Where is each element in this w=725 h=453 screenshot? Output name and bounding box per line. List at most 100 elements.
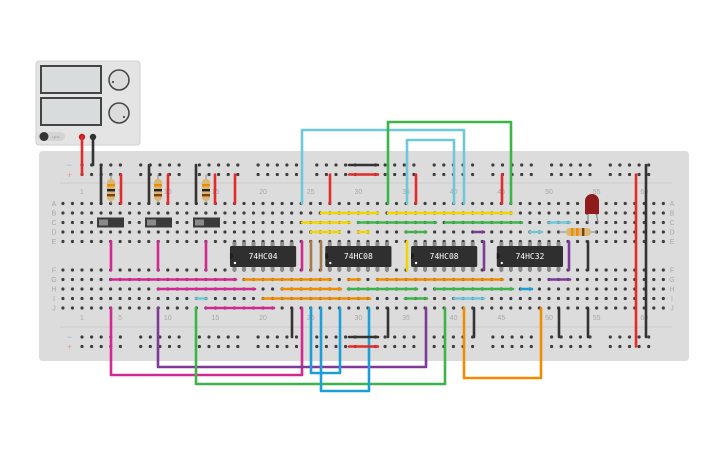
hole[interactable]	[185, 201, 189, 206]
hole[interactable]	[147, 268, 151, 272]
hole[interactable]	[80, 239, 84, 244]
hole[interactable]	[271, 220, 275, 225]
hole[interactable]	[518, 201, 522, 206]
hole[interactable]	[614, 239, 618, 244]
hole[interactable]	[118, 211, 122, 215]
rail-hole[interactable]	[451, 335, 455, 339]
rail-hole[interactable]	[158, 163, 162, 167]
hole[interactable]	[575, 306, 580, 310]
rail-hole[interactable]	[109, 163, 113, 167]
hole[interactable]	[614, 201, 618, 206]
rail-hole[interactable]	[608, 163, 612, 167]
rail-hole[interactable]	[569, 172, 573, 177]
hole[interactable]	[251, 201, 256, 206]
hole[interactable]	[595, 306, 599, 310]
rail-hole[interactable]	[529, 172, 533, 177]
hole[interactable]	[290, 220, 294, 225]
hole[interactable]	[99, 277, 103, 282]
hole[interactable]	[652, 230, 656, 234]
rail-hole[interactable]	[197, 344, 201, 349]
hole[interactable]	[280, 306, 284, 310]
rail-hole[interactable]	[559, 335, 563, 339]
switch-slider[interactable]	[195, 219, 204, 226]
hole[interactable]	[299, 230, 303, 234]
hole[interactable]	[614, 220, 618, 225]
hole[interactable]	[185, 268, 189, 272]
rail-hole[interactable]	[148, 335, 152, 339]
hole[interactable]	[185, 211, 189, 215]
rail-hole[interactable]	[226, 163, 230, 167]
hole[interactable]	[623, 277, 627, 282]
hole[interactable]	[213, 268, 218, 272]
hole[interactable]	[585, 287, 589, 291]
rail-hole[interactable]	[402, 335, 406, 339]
hole[interactable]	[137, 268, 141, 272]
hole[interactable]	[433, 230, 437, 234]
hole[interactable]	[623, 268, 627, 272]
hole[interactable]	[147, 211, 151, 215]
hole[interactable]	[137, 239, 141, 244]
hole[interactable]	[566, 296, 570, 301]
hole[interactable]	[566, 306, 570, 310]
hole[interactable]	[251, 230, 256, 234]
rail-hole[interactable]	[393, 163, 397, 167]
hole[interactable]	[518, 230, 522, 234]
hole[interactable]	[509, 277, 513, 282]
hole[interactable]	[232, 220, 237, 225]
rail-hole[interactable]	[402, 344, 406, 349]
rail-hole[interactable]	[294, 335, 299, 339]
hole[interactable]	[433, 296, 437, 301]
hole[interactable]	[89, 211, 94, 215]
hole[interactable]	[471, 201, 475, 206]
hole[interactable]	[251, 220, 256, 225]
hole[interactable]	[99, 296, 103, 301]
resistor[interactable]	[154, 174, 162, 204]
blue-wire[interactable]	[309, 306, 342, 375]
hole[interactable]	[166, 211, 170, 215]
hole[interactable]	[70, 220, 75, 225]
rail-hole[interactable]	[500, 344, 505, 349]
hole[interactable]	[175, 220, 179, 225]
hole[interactable]	[604, 306, 608, 310]
rail-hole[interactable]	[627, 163, 632, 167]
hole[interactable]	[128, 220, 132, 225]
rail-hole[interactable]	[217, 172, 221, 177]
hole[interactable]	[566, 211, 570, 215]
hole[interactable]	[661, 230, 665, 234]
hole[interactable]	[147, 306, 151, 310]
hole[interactable]	[528, 220, 532, 225]
hole[interactable]	[89, 268, 94, 272]
hole[interactable]	[537, 201, 542, 206]
hole[interactable]	[261, 211, 265, 215]
rail-hole[interactable]	[324, 335, 328, 339]
rail-hole[interactable]	[266, 344, 270, 349]
hole[interactable]	[99, 287, 103, 291]
rail-hole[interactable]	[285, 163, 289, 167]
hole[interactable]	[89, 239, 94, 244]
rail-hole[interactable]	[637, 335, 641, 339]
power-supply[interactable]: OFF	[35, 60, 141, 146]
hole[interactable]	[423, 201, 427, 206]
rail-hole[interactable]	[608, 335, 612, 339]
ic-chip[interactable]: 74HC04	[229, 242, 297, 271]
hole[interactable]	[137, 230, 141, 234]
hole[interactable]	[271, 287, 275, 291]
rail-hole[interactable]	[236, 344, 240, 349]
hole[interactable]	[280, 211, 284, 215]
hole[interactable]	[623, 201, 627, 206]
rail-hole[interactable]	[177, 172, 181, 177]
rail-hole[interactable]	[118, 344, 122, 349]
hole[interactable]	[213, 211, 218, 215]
hole[interactable]	[595, 268, 599, 272]
hole[interactable]	[375, 296, 380, 301]
hole[interactable]	[223, 239, 227, 244]
rail-hole[interactable]	[256, 335, 260, 339]
rail-hole[interactable]	[520, 172, 524, 177]
hole[interactable]	[118, 268, 122, 272]
rail-hole[interactable]	[627, 335, 632, 339]
hole[interactable]	[242, 211, 246, 215]
hole[interactable]	[575, 211, 580, 215]
hole[interactable]	[89, 230, 94, 234]
hole[interactable]	[108, 211, 113, 215]
hole[interactable]	[147, 296, 151, 301]
